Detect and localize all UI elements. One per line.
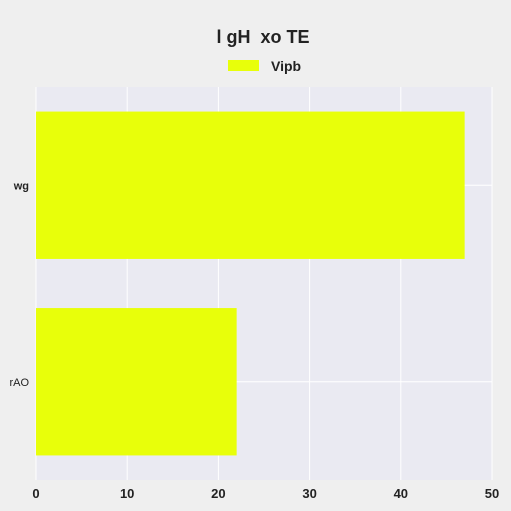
x-tick-label: 30 [302, 486, 316, 501]
x-tick-label: 0 [32, 486, 39, 501]
category-label: rAO [9, 377, 29, 389]
chart-title: l gH xo TE [216, 27, 309, 47]
legend-swatch [228, 60, 259, 71]
bar-wg [36, 112, 465, 259]
category-label: wg [13, 180, 29, 192]
legend-label: Vipb [271, 58, 301, 74]
bar-rAO [36, 308, 237, 455]
x-tick-label: 20 [211, 486, 225, 501]
x-tick-label: 40 [394, 486, 408, 501]
x-tick-label: 10 [120, 486, 134, 501]
x-tick-label: 50 [485, 486, 499, 501]
